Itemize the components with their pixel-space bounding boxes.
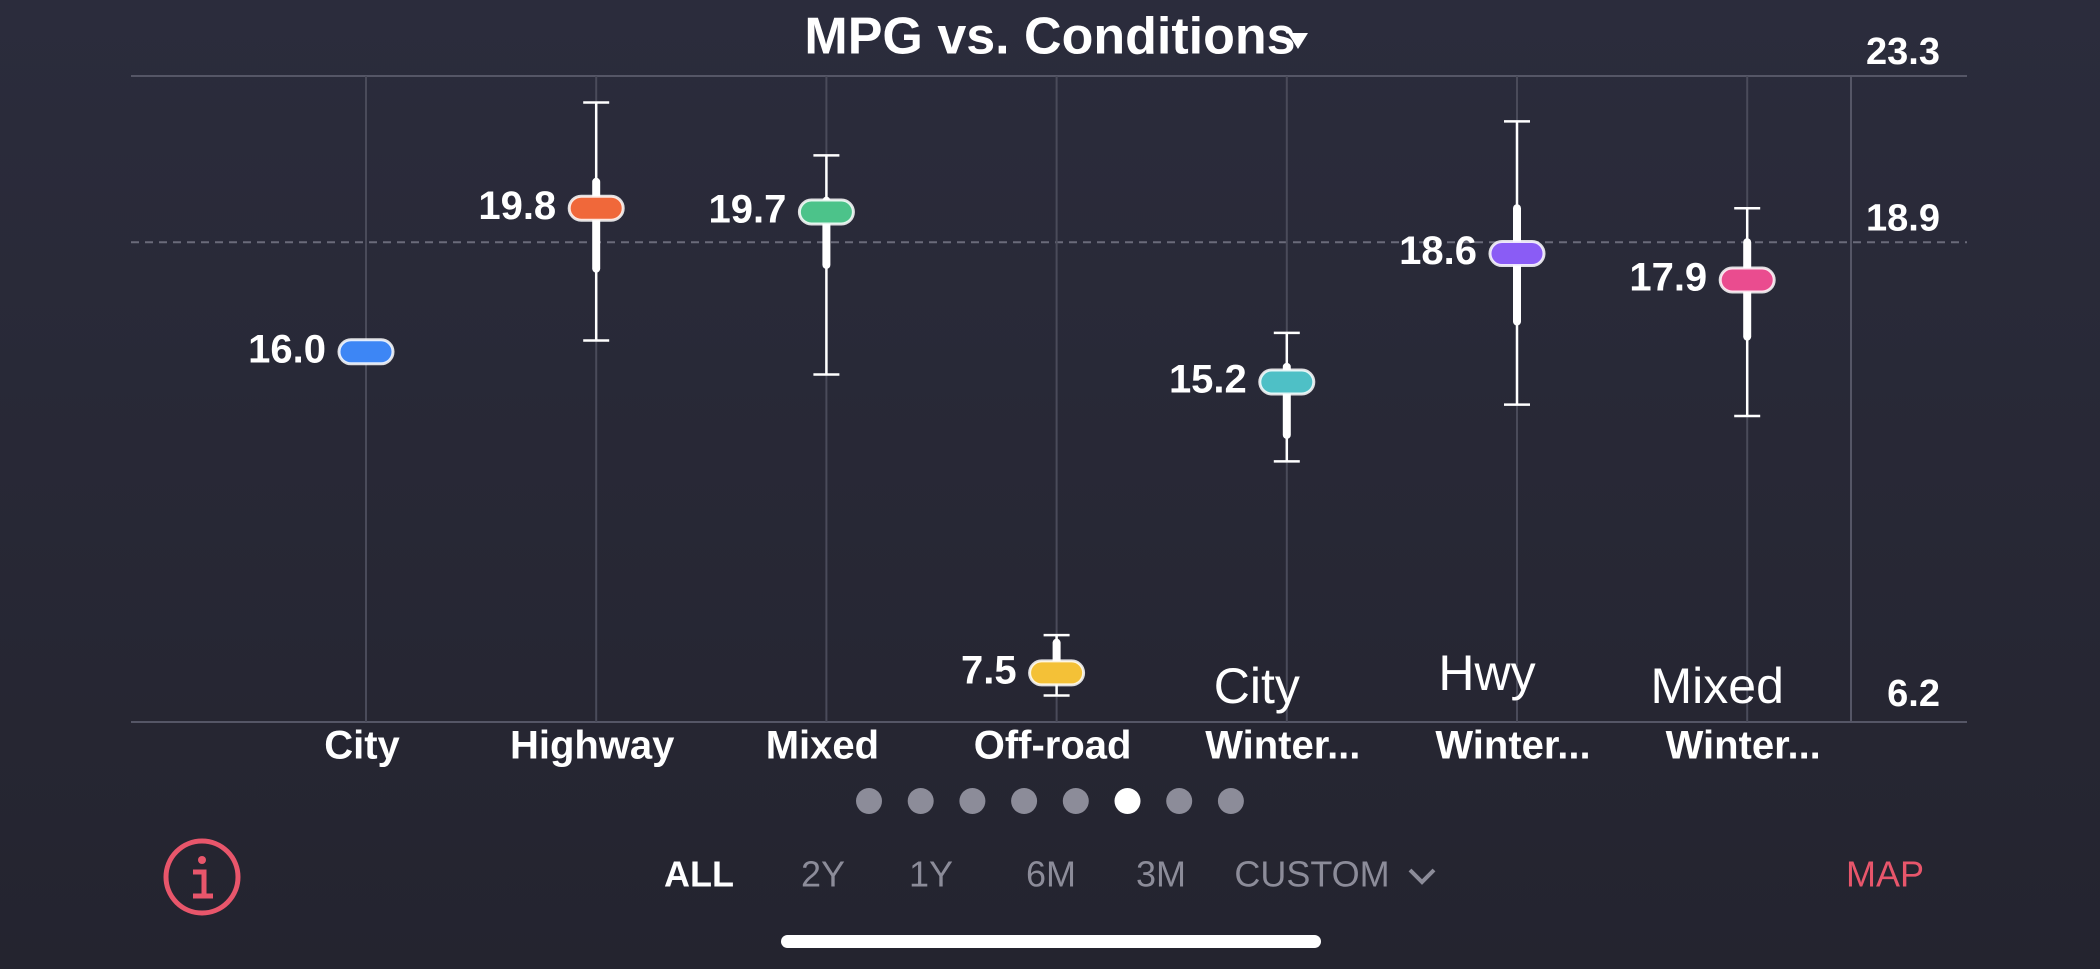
range-option[interactable]: CUSTOM — [1234, 854, 1389, 895]
value-pill[interactable] — [1258, 368, 1316, 396]
page-dot[interactable] — [1166, 788, 1193, 814]
range-option[interactable]: 3M — [1136, 854, 1186, 895]
y-tick-label: 23.3 — [1866, 31, 1940, 73]
x-tick-label: Winter... — [1435, 724, 1590, 768]
page-dot[interactable] — [959, 788, 986, 814]
value-pill[interactable] — [337, 338, 395, 366]
map-button[interactable]: MAP — [1846, 854, 1924, 895]
value-pill[interactable] — [1488, 240, 1546, 268]
range-option[interactable]: 6M — [1026, 854, 1076, 895]
y-tick-label: 18.9 — [1866, 197, 1940, 239]
page-dot[interactable] — [1217, 788, 1244, 814]
value-pill[interactable] — [1028, 659, 1086, 687]
value-label: 19.8 — [478, 184, 556, 228]
value-label: 19.7 — [709, 188, 787, 232]
info-icon-ring — [163, 838, 241, 916]
info-icon-stem — [193, 869, 213, 899]
x-tick-label: Winter... — [1205, 724, 1360, 768]
value-pill[interactable] — [797, 198, 855, 226]
page-dot[interactable] — [856, 788, 882, 814]
value-label: 17.9 — [1629, 256, 1707, 300]
title-dropdown-arrow[interactable] — [1288, 33, 1308, 49]
custom-chevron[interactable] — [1408, 868, 1436, 885]
value-label: 18.6 — [1399, 229, 1477, 273]
range-option-active[interactable]: ALL — [664, 854, 734, 895]
category-note: City — [1214, 658, 1300, 714]
y-tick-label: 6.2 — [1887, 673, 1940, 715]
x-tick-label: Highway — [510, 724, 675, 768]
x-tick-label: Off-road — [974, 724, 1132, 768]
page-dot[interactable] — [1062, 788, 1089, 814]
value-label: 16.0 — [248, 327, 326, 371]
range-option[interactable]: 1Y — [909, 854, 953, 895]
page-dot-active[interactable] — [1114, 788, 1141, 814]
range-option[interactable]: 2Y — [801, 854, 845, 895]
value-label: 15.2 — [1169, 358, 1247, 402]
value-pill[interactable] — [1718, 266, 1776, 294]
category-note: Mixed — [1651, 658, 1784, 714]
home-indicator — [781, 935, 1321, 948]
info-button[interactable] — [163, 838, 241, 916]
x-tick-label: Mixed — [766, 724, 879, 768]
page-dot[interactable] — [907, 788, 934, 814]
chart-title[interactable]: MPG vs. Conditions — [804, 8, 1295, 66]
value-pill[interactable] — [567, 194, 625, 222]
page-dots — [856, 788, 1244, 814]
category-note: Hwy — [1438, 645, 1535, 701]
info-icon-dot — [198, 856, 206, 864]
range-selector: ALL 2Y 1Y 6M 3M CUSTOM — [664, 854, 1436, 895]
value-label: 7.5 — [961, 648, 1017, 692]
x-tick-label: City — [324, 724, 400, 768]
page-dot[interactable] — [1011, 788, 1038, 814]
x-tick-label: Winter... — [1666, 724, 1821, 768]
